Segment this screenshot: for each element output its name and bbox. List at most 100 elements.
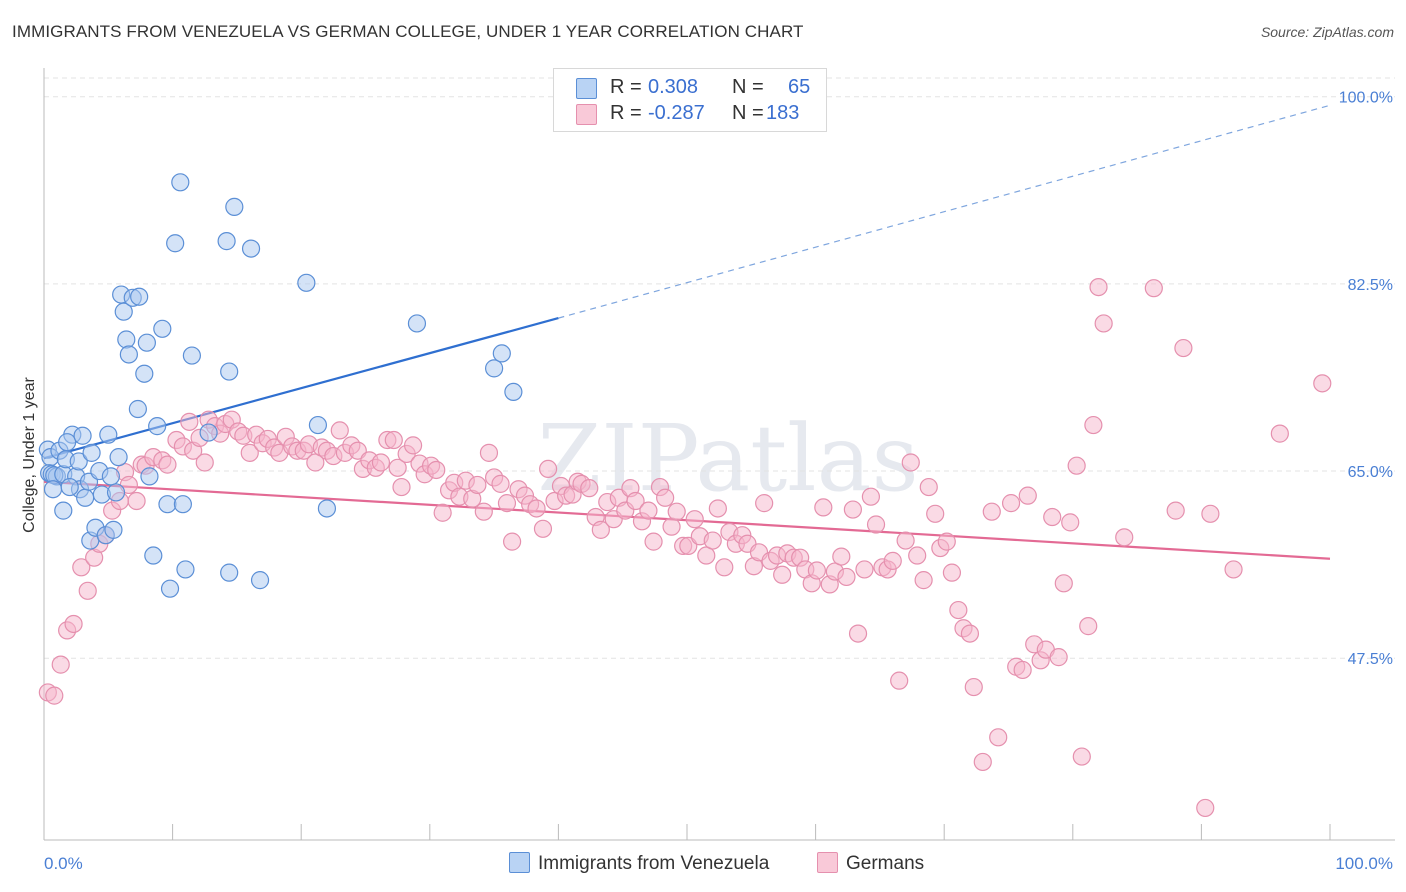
germans-point [896, 531, 915, 550]
germans-point [392, 477, 411, 497]
bottom-legend-label: Immigrants from Venezuela [538, 853, 770, 874]
germans-point [497, 494, 517, 513]
germans-point [667, 502, 686, 521]
venezuela-point [485, 359, 504, 378]
venezuela-point [217, 232, 236, 251]
germans-point [158, 455, 177, 474]
legend-n-value: 65 [788, 76, 811, 98]
germans-point [755, 494, 774, 513]
germans-point [51, 655, 70, 674]
venezuela-point [492, 344, 511, 363]
germans-point [814, 498, 833, 517]
germans-point [491, 474, 510, 493]
chart-title: IMMIGRANTS FROM VENEZUELA VS GERMAN COLL… [12, 22, 804, 41]
chart-source: Source: ZipAtlas.com [1260, 24, 1394, 40]
germans-point [949, 600, 968, 620]
germans-point [1196, 798, 1215, 818]
venezuela-point [241, 239, 261, 258]
legend-n-label: N = [732, 76, 764, 98]
venezuela-point [144, 546, 163, 565]
germans-point [533, 519, 553, 538]
venezuela-point [220, 362, 239, 381]
germans-point [973, 752, 992, 772]
venezuela-point [73, 426, 92, 445]
germans-point [773, 565, 792, 584]
legend-r-value: -0.287 [648, 102, 705, 124]
venezuela-point [128, 399, 147, 419]
germans-point [1115, 528, 1134, 547]
germans-point [942, 563, 962, 582]
germans-point [855, 560, 874, 579]
germans-point [591, 520, 610, 539]
germans-point [580, 479, 599, 498]
germans-point [1018, 486, 1037, 505]
germans-point [539, 459, 558, 479]
germans-point [72, 558, 91, 577]
germans-point [626, 491, 645, 511]
venezuela-point [173, 495, 192, 514]
germans-point [427, 460, 446, 480]
germans-point [403, 436, 423, 455]
germans-point [685, 510, 704, 529]
germans-point [330, 421, 349, 440]
germans-point [807, 561, 826, 580]
germans-point [468, 475, 487, 495]
germans-point [479, 443, 499, 462]
germans-point [1061, 513, 1080, 532]
venezuela-point [69, 452, 88, 471]
germans-point [1079, 617, 1098, 636]
germans-point [1072, 747, 1091, 766]
legend-n-value: 183 [766, 102, 800, 124]
germans-point [1270, 424, 1289, 443]
germans-point [127, 491, 146, 511]
germans-point [837, 567, 856, 587]
venezuela-point [106, 483, 126, 502]
venezuela-point [76, 488, 95, 507]
germans-point [964, 677, 983, 697]
germans-point [1049, 648, 1068, 667]
y-tick-label: 47.5% [1348, 651, 1393, 668]
venezuela-point [308, 415, 328, 435]
venezuela-point [153, 319, 172, 338]
bottom-legend-venezuela: Immigrants from Venezuela [509, 852, 769, 875]
germans-point [901, 453, 920, 472]
germans-point [926, 504, 945, 523]
germans-point [527, 499, 546, 518]
germans-point [1201, 504, 1220, 523]
x-tick-label: 0.0% [44, 854, 83, 873]
venezuela-point [297, 273, 316, 292]
legend-r-value: 0.308 [648, 76, 699, 98]
y-tick-label: 100.0% [1339, 90, 1393, 107]
y-tick-label: 65.0% [1348, 464, 1393, 481]
venezuela-point [137, 333, 156, 352]
germans-point [384, 430, 403, 450]
germans-point [703, 531, 722, 550]
germans-point [474, 502, 493, 521]
venezuela-point [171, 173, 190, 192]
germans-point [1174, 338, 1193, 358]
venezuela-point [101, 467, 120, 486]
germans-point [433, 503, 452, 522]
germans-point [1084, 415, 1103, 435]
y-tick-label: 82.5% [1348, 277, 1393, 294]
germans-point [1013, 660, 1032, 680]
germans-point [883, 551, 902, 570]
germans-point [843, 500, 862, 519]
germans-point [697, 546, 716, 565]
venezuela-point [160, 579, 180, 598]
germans-point [1089, 277, 1108, 297]
germans-point [180, 412, 199, 431]
venezuela-point [114, 302, 133, 321]
legend-r-label: R = [610, 102, 642, 124]
germans-point [1144, 279, 1163, 298]
venezuela-point [119, 345, 138, 364]
venezuela-point [109, 448, 128, 467]
venezuela-point [58, 433, 77, 452]
venezuela-point [504, 382, 523, 402]
germans-point [639, 501, 658, 520]
correlation-legend: R = 0.308 N = 65 R = -0.287 N = 183 [553, 68, 827, 132]
germans-point [848, 624, 868, 643]
x-tick-label: 100.0% [1335, 854, 1393, 873]
venezuela-point [199, 423, 218, 442]
